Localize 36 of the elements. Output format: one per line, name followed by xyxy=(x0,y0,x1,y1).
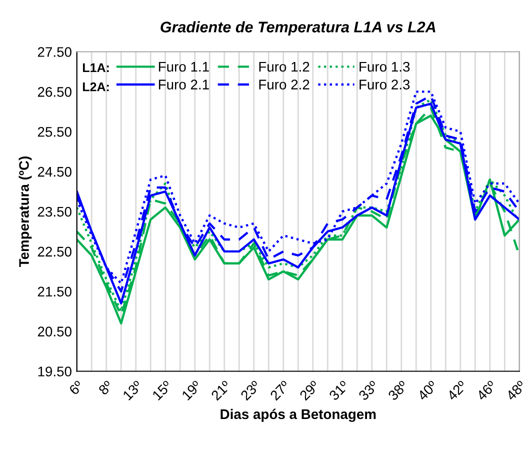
x-tick-label: 33º xyxy=(358,380,379,401)
x-tick-label: 6º xyxy=(68,380,84,396)
x-tick-label: 13º xyxy=(122,380,143,401)
x-tick-label: 27º xyxy=(270,380,290,401)
legend-label: Furo 1.1 xyxy=(158,62,209,72)
x-tick-label: 46º xyxy=(476,380,497,402)
x-tick-label: 48º xyxy=(505,380,526,402)
x-tick-label: 8º xyxy=(98,380,114,396)
legend-label: Furo 2.3 xyxy=(360,80,410,90)
x-axis-title: Dias após a Betonagem xyxy=(220,408,376,422)
legend-label: Furo 1.3 xyxy=(360,62,410,72)
y-tick-label: 27.50 xyxy=(38,47,72,57)
y-tick-label: 20.50 xyxy=(38,326,72,336)
x-tick-label: 31º xyxy=(328,380,350,401)
legend-label: Furo 1.2 xyxy=(259,62,310,72)
annotation: L2A: xyxy=(82,82,109,92)
legend-label: Furo 2.2 xyxy=(259,80,310,90)
legend-label: Furo 2.1 xyxy=(158,80,209,90)
y-tick-label: 19.50 xyxy=(38,366,72,376)
y-tick-label: 26.50 xyxy=(38,87,72,97)
y-axis-title: Temperatura (ºC) xyxy=(18,156,32,267)
y-tick-label: 25.50 xyxy=(38,126,72,137)
x-tick-label: 40º xyxy=(416,380,438,402)
y-tick-label: 23.50 xyxy=(38,206,72,217)
x-tick-label: 29º xyxy=(299,380,320,401)
y-tick-label: 22.50 xyxy=(38,246,72,257)
chart-title: Gradiente de Temperatura L1A vs L2A xyxy=(160,21,436,36)
x-tick-label: 38º xyxy=(388,380,408,401)
x-tick-label: 23º xyxy=(240,380,261,401)
x-tick-label: 19º xyxy=(181,380,202,401)
y-tick-label: 24.50 xyxy=(38,166,72,177)
x-tick-label: 42º xyxy=(446,380,468,401)
y-tick-label: 21.50 xyxy=(38,286,72,297)
x-tick-label: 15º xyxy=(152,380,172,401)
x-tick-label: 21º xyxy=(210,380,232,401)
annotation: L1A: xyxy=(82,63,109,72)
